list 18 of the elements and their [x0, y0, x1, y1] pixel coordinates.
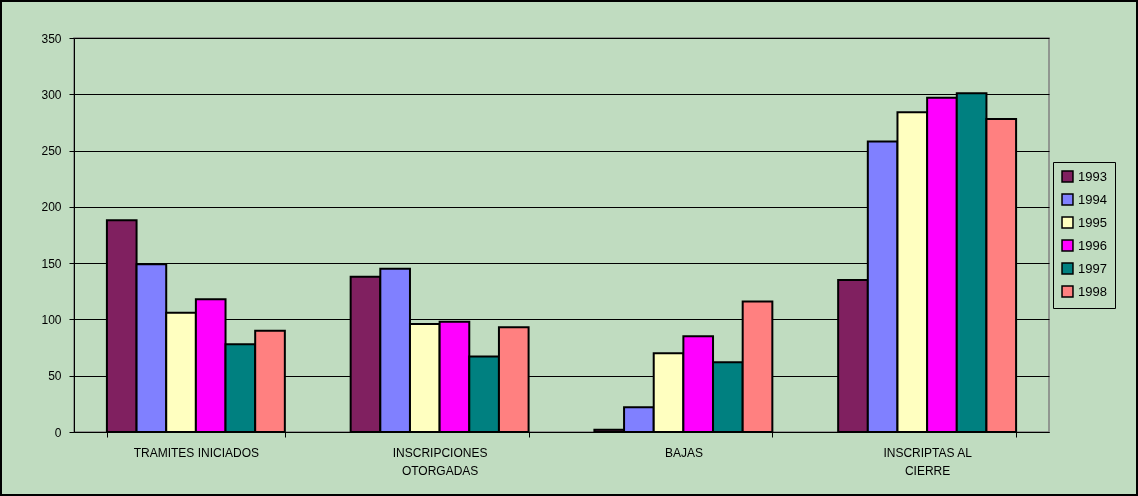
- legend-label: 1993: [1078, 168, 1107, 184]
- legend-label: 1998: [1078, 283, 1107, 299]
- legend-label: 1997: [1078, 260, 1107, 276]
- y-tick-label: 200: [41, 200, 62, 215]
- y-tick-label: 50: [48, 369, 62, 384]
- x-tick-label: TRAMITES INICIADOS: [133, 445, 260, 460]
- x-tick-label: INSCRIPTAS AL CIERRE: [883, 445, 973, 478]
- y-tick-label: 150: [41, 256, 62, 271]
- legend-label: 1996: [1078, 237, 1107, 253]
- x-tick-label: INSCRIPCIONES OTORGADAS: [392, 445, 488, 478]
- y-tick-label: 350: [41, 31, 62, 46]
- y-tick-label: 300: [41, 87, 62, 102]
- y-tick-label: 250: [41, 144, 62, 159]
- legend-label: 1994: [1078, 191, 1107, 207]
- y-tick-label: 0: [54, 425, 62, 440]
- legend-label: 1995: [1078, 214, 1107, 230]
- x-tick-label: BAJAS: [664, 445, 703, 460]
- y-tick-label: 100: [41, 312, 62, 327]
